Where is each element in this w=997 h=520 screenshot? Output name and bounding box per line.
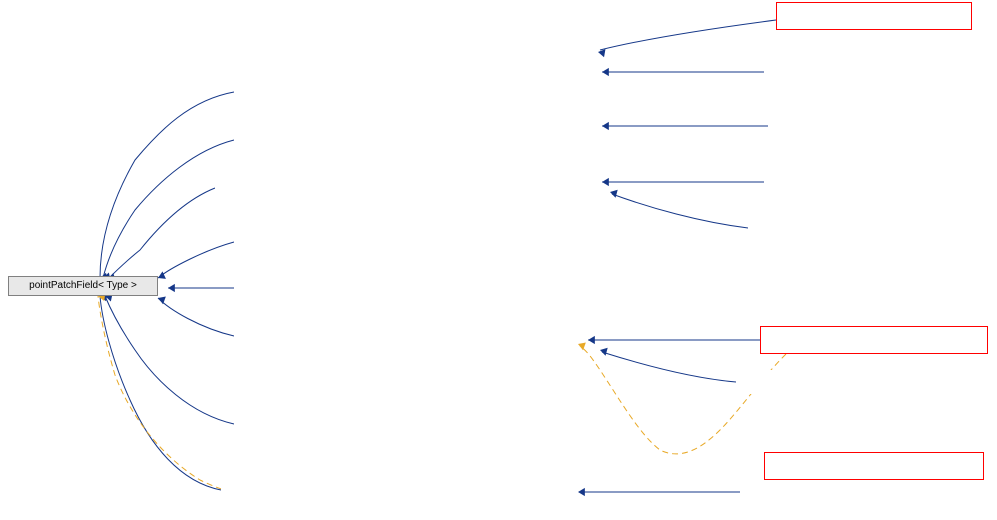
edge-r6-m7 xyxy=(580,346,786,454)
arrowhead-icon xyxy=(598,49,605,57)
node-r4[interactable]: processorPointPatchField< Type > xyxy=(764,168,984,196)
node-label: exprValuePointPatchField< Type > xyxy=(797,460,950,472)
node-label: valuePointPatchField< Type > xyxy=(273,422,406,434)
node-r1[interactable]: cyclicPointPatchField< Type > xyxy=(776,2,972,30)
node-label: calculatedPointPatchField< Type > xyxy=(262,88,416,100)
node-label: cyclicPointPatchField< Type > xyxy=(807,10,940,22)
arrowhead-icon xyxy=(602,178,609,186)
node-label: fixedNormalSlipPointPatchField< Type > xyxy=(251,184,430,196)
arrowhead-icon xyxy=(578,488,585,496)
edge-m1-root xyxy=(100,92,234,278)
node-m6[interactable]: slipPointPatchField< Type > xyxy=(234,326,444,350)
node-r8[interactable]: exprValuePointPatchField< Type > xyxy=(764,452,984,480)
node-r5[interactable]: processorCyclicPointPatchField< Type > xyxy=(748,218,996,246)
node-m2[interactable]: coupledPointPatchField< Type > xyxy=(234,128,444,156)
node-m8[interactable]: zeroGradientPointPatchField< Type > xyxy=(221,478,457,506)
node-label: processorPointPatchField< Type > xyxy=(798,176,951,188)
node-label: pointPatchField< Type > xyxy=(29,280,137,292)
node-r9[interactable]: codedFixedValuePointPatchField< Type > xyxy=(740,480,994,508)
node-r7[interactable]: uniformFixedValuePointPatchField< Type > xyxy=(736,370,994,394)
node-m4[interactable]: genericPointPatchField< Type > xyxy=(234,230,444,254)
node-label: zeroGradientPointPatchField< Type > xyxy=(256,486,423,498)
node-root[interactable]: pointPatchField< Type > xyxy=(8,276,158,296)
node-label: uniformFixedValuePointPatchField< Type > xyxy=(769,376,960,388)
edge-m6-root xyxy=(158,298,234,336)
node-r6[interactable]: fixedValuePointPatchField< Type > xyxy=(760,326,988,354)
node-r2[interactable]: cyclicACMIPointPatchField< Type > xyxy=(764,58,984,86)
edge-m4-root xyxy=(158,242,234,278)
edge-m3-root xyxy=(108,188,215,279)
node-m1[interactable]: calculatedPointPatchField< Type > xyxy=(234,80,444,108)
node-label: processorCyclicPointPatchField< Type > xyxy=(782,226,961,238)
arrowhead-icon xyxy=(600,348,608,356)
edge-m8-root xyxy=(100,296,221,490)
node-m3[interactable]: fixedNormalSlipPointPatchField< Type > xyxy=(215,176,465,204)
edge-r1-m2 xyxy=(600,20,776,50)
node-label: slipPointPatchField< Type > xyxy=(277,332,401,344)
node-label: genericPointPatchField< Type > xyxy=(268,236,410,248)
node-m7[interactable]: valuePointPatchField< Type > xyxy=(234,414,444,442)
node-label: cyclicAMIPointPatchField< Type > xyxy=(799,120,950,132)
arrowhead-icon xyxy=(610,190,618,198)
node-label: mixedPointPatchField< Type > xyxy=(271,284,406,296)
arrowhead-icon xyxy=(578,342,586,350)
node-r3[interactable]: cyclicAMIPointPatchField< Type > xyxy=(768,112,980,140)
arrowhead-icon xyxy=(158,296,166,304)
edge-m2-root xyxy=(103,140,234,278)
node-label: codedFixedValuePointPatchField< Type > xyxy=(774,488,959,500)
arrowhead-icon xyxy=(168,284,175,292)
edge-r5-m2 xyxy=(612,194,748,228)
arrowhead-icon xyxy=(602,122,609,130)
arrowhead-icon xyxy=(602,68,609,76)
node-label: cyclicACMIPointPatchField< Type > xyxy=(795,66,953,78)
edge-m7-root xyxy=(105,296,234,424)
node-m5[interactable]: mixedPointPatchField< Type > xyxy=(234,278,444,302)
edge-r7-m7 xyxy=(602,352,736,382)
arrowhead-icon xyxy=(588,336,595,344)
node-label: coupledPointPatchField< Type > xyxy=(267,136,411,148)
node-label: fixedValuePointPatchField< Type > xyxy=(797,334,952,346)
